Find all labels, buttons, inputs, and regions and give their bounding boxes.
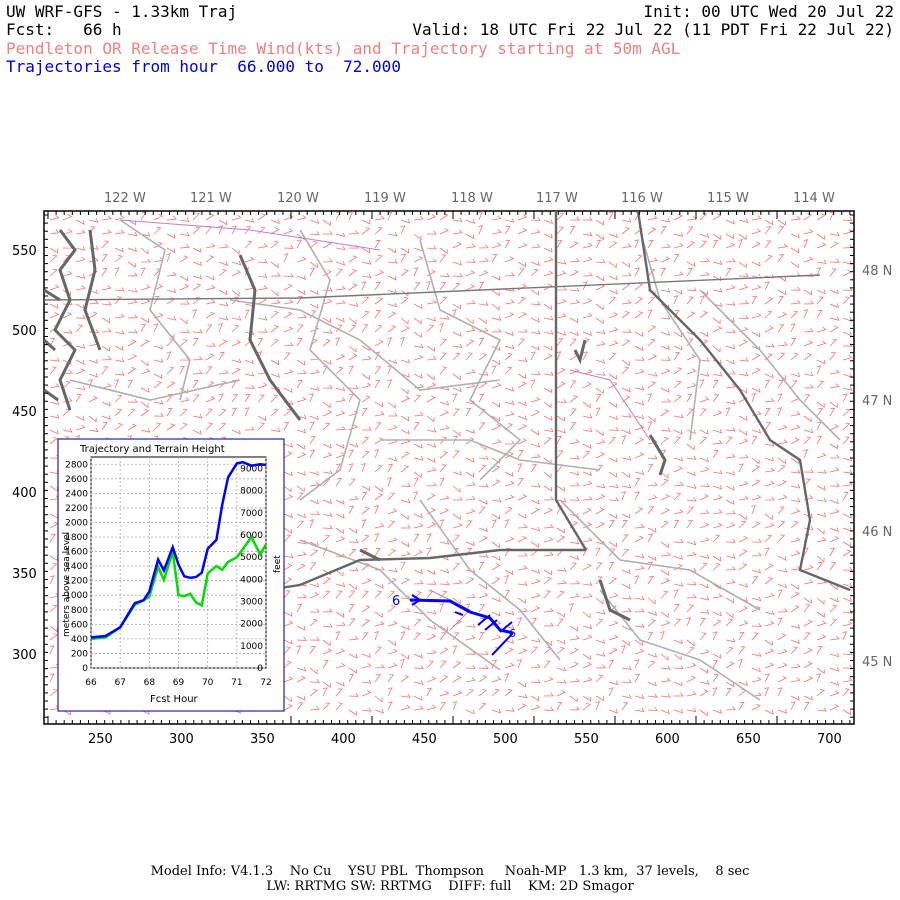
inset-right-tick-label: 8000: [240, 487, 263, 497]
trajectory-start-label: 6: [392, 594, 400, 609]
border-canada: [44, 274, 821, 301]
inset-x-tick-label: 72: [260, 678, 271, 688]
inset-left-tick-label: 2000: [65, 518, 88, 528]
lon-label: 122 W: [104, 191, 146, 206]
lon-label: 121 W: [190, 191, 232, 206]
inset-right-tick-label: 3000: [240, 597, 263, 607]
lon-label: 116 W: [621, 191, 663, 206]
state-border-wa-id: [554, 211, 588, 551]
inset-left-tick-label: 2400: [65, 489, 88, 499]
lat-label: 45 N: [862, 655, 892, 670]
trajectory-inset[interactable]: Trajectory and Terrain Height 0 200 400 600…: [57, 438, 285, 712]
lon-label: 114 W: [793, 191, 835, 206]
y-tick-label: 450: [12, 405, 37, 420]
model-info-line1: Model Info: V4.1.3 No Cu YSU PBL Thompso…: [150, 864, 750, 879]
inset-right-tick-label: 4000: [240, 575, 263, 585]
inset-left-ticks: 0 200 400 600 800 1000 1200 1400 1600 1800 2000 220…: [65, 460, 88, 674]
inset-left-tick-label: 1400: [65, 562, 88, 572]
x-tick-label: 700: [817, 732, 842, 747]
inset-x-tick-label: 70: [202, 678, 214, 688]
inset-left-tick-label: 400: [71, 635, 88, 645]
init-time: Init: 00 UTC Wed 20 Jul 22: [643, 2, 894, 21]
inset-left-tick-label: 2200: [65, 504, 88, 514]
water-columbia-river: [238, 254, 667, 622]
trajectory-end-label: 6: [509, 627, 516, 640]
forecast-hour: Fcst: 66 h: [6, 20, 122, 39]
coastline-puget: [44, 229, 102, 411]
y-tick-label: 300: [12, 648, 37, 663]
x-tick-label: 650: [736, 732, 761, 747]
inset-left-tick-label: 1000: [65, 591, 88, 601]
lat-label: 46 N: [862, 525, 892, 540]
x-tick-label: 250: [88, 732, 113, 747]
inset-left-tick-label: 600: [71, 620, 88, 630]
lon-label: 119 W: [364, 191, 406, 206]
inset-right-tick-label: 5000: [240, 553, 263, 563]
y-tick-label: 550: [12, 244, 37, 259]
x-tick-label: 300: [169, 732, 194, 747]
model-info-line2: LW: RRTMG SW: RRTMG DIFF: full KM: 2D Sm…: [266, 879, 634, 894]
trajectory-range: Trajectories from hour 66.000 to 72.000: [6, 57, 401, 76]
inset-right-tick-label: 7000: [240, 509, 263, 519]
inset-x-ticks: 66 67 68 69 70 71 72: [85, 678, 271, 688]
x-tick-label: 600: [655, 732, 680, 747]
inset-left-tick-label: 2600: [65, 475, 88, 485]
inset-left-tick-label: 1600: [65, 548, 88, 558]
map-axis-ticks: [44, 211, 854, 724]
inset-left-tick-label: 1800: [65, 533, 88, 543]
lon-label: 120 W: [277, 191, 319, 206]
inset-right-tick-label: 9000: [240, 464, 263, 474]
inset-left-axis-label: meters above sea level: [62, 532, 72, 637]
lon-label: 117 W: [536, 191, 578, 206]
lon-label: 115 W: [707, 191, 749, 206]
model-title: UW WRF-GFS - 1.33km Traj: [6, 2, 238, 21]
x-tick-label: 350: [250, 732, 275, 747]
field-description: Pendleton OR Release Time Wind(kts) and …: [6, 39, 681, 58]
inset-x-tick-label: 71: [231, 678, 242, 688]
inset-x-tick-label: 67: [114, 678, 125, 688]
inset-x-tick-label: 66: [85, 678, 97, 688]
inset-x-axis-label: Fcst Hour: [150, 694, 199, 705]
lat-label: 48 N: [862, 264, 892, 279]
y-tick-label: 400: [12, 486, 37, 501]
inset-series: [90, 460, 268, 641]
x-tick-label: 500: [493, 732, 518, 747]
inset-grid: [90, 456, 267, 669]
inset-title: Trajectory and Terrain Height: [79, 444, 225, 455]
inset-right-axis-label: feet: [273, 555, 283, 573]
map-geography: [44, 211, 851, 701]
inset-frame: [57, 438, 285, 712]
state-border-or-nv: [119, 219, 651, 631]
y-tick-label: 350: [12, 567, 37, 582]
valid-time: Valid: 18 UTC Fri 22 Jul 22 (11 PDT Fri …: [412, 20, 894, 39]
inset-x-tick-label: 68: [144, 678, 156, 688]
x-tick-label: 550: [574, 732, 599, 747]
lon-label: 118 W: [451, 191, 493, 206]
inset-left-tick-label: 2800: [65, 460, 88, 470]
inset-left-tick-label: 200: [71, 649, 88, 659]
inset-x-tick-label: 69: [173, 678, 185, 688]
inset-right-tick-label: 1000: [240, 642, 263, 652]
inset-right-tick-label: 0: [257, 664, 263, 674]
inset-right-tick-label: 2000: [240, 620, 263, 630]
lat-label: 47 N: [862, 394, 892, 409]
county-lines: [69, 219, 841, 701]
trajectory-height-line: [90, 460, 267, 639]
x-tick-label: 450: [412, 732, 437, 747]
inset-left-tick-label: 0: [82, 664, 88, 674]
x-tick-label: 400: [331, 732, 356, 747]
inset-left-tick-label: 1200: [65, 577, 88, 587]
map-panel[interactable]: 6 6 122 W 121 W 120 W 119 W 118 W 117 W …: [0, 140, 900, 900]
inset-left-tick-label: 800: [71, 606, 88, 616]
y-tick-label: 500: [12, 324, 37, 339]
state-border-id-mt: [636, 211, 851, 592]
trajectory-arrows: [411, 594, 514, 656]
